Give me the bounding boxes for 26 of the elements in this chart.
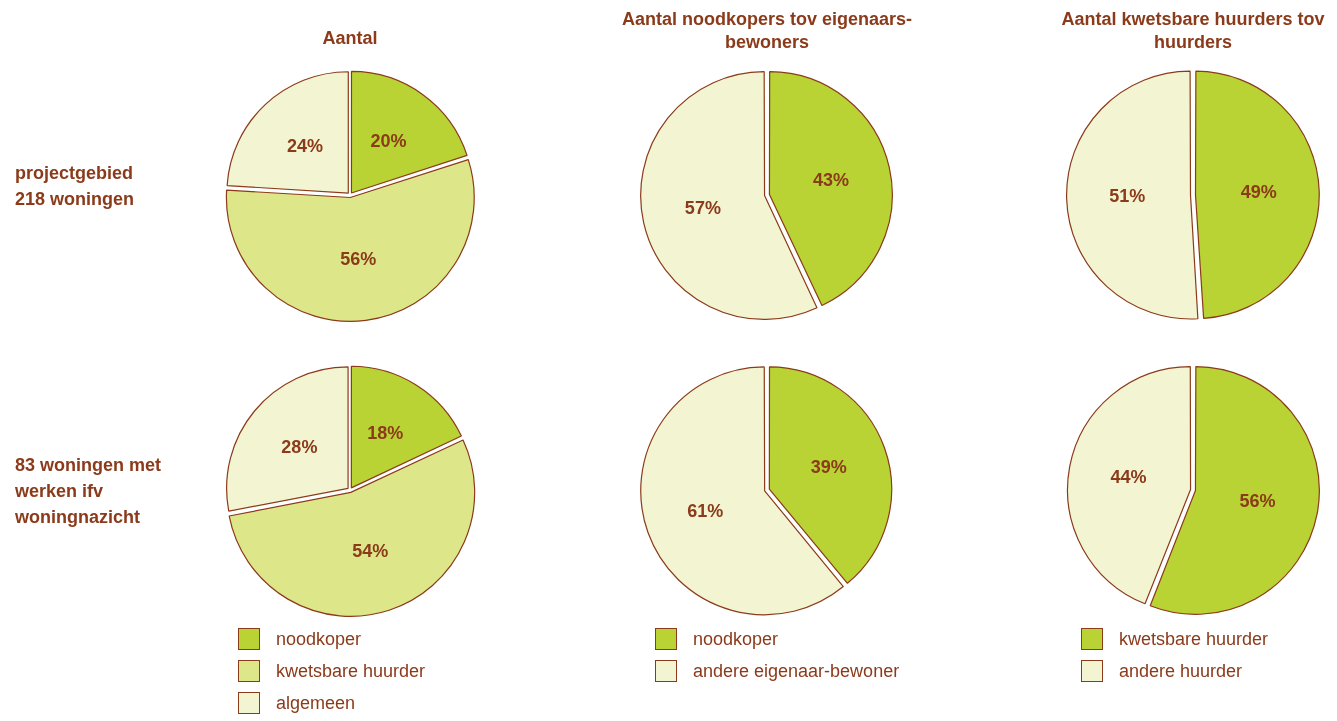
chart-title: Aantal kwetsbare huurders tov huurders (1060, 8, 1326, 54)
legend-label: noodkoper (693, 628, 779, 650)
text: 83 woningen met werken ifv woningnazicht (15, 454, 163, 529)
data-label: 54% (352, 541, 389, 562)
data-label: 20% (370, 130, 407, 151)
chart-title: Aantal noodkopers tov eigenaars-bewoners (620, 8, 914, 54)
legend-label: kwetsbare huurder (1119, 628, 1269, 650)
data-label: 39% (810, 456, 847, 477)
data-label: 43% (813, 169, 850, 190)
data-label: 57% (684, 198, 721, 219)
data-label: 56% (1239, 491, 1276, 512)
data-label: 18% (367, 423, 404, 444)
data-label: 24% (287, 136, 324, 157)
legend-label: kwetsbare huurder (276, 660, 426, 682)
data-label: 44% (1110, 466, 1147, 487)
legend-label: algemeen (276, 692, 356, 714)
data-label: 49% (1240, 181, 1277, 202)
data-label: 51% (1109, 186, 1146, 207)
text: projectgebied 218 woningen (15, 162, 136, 211)
legend-label: andere eigenaar-bewoner (693, 660, 900, 682)
legend-label: noodkoper (276, 628, 362, 650)
data-label: 61% (687, 501, 724, 522)
chart-title: Aantal (321, 27, 379, 50)
data-label: 56% (340, 249, 377, 270)
legend-label: andere huurder (1119, 660, 1243, 682)
data-label: 28% (281, 437, 318, 458)
